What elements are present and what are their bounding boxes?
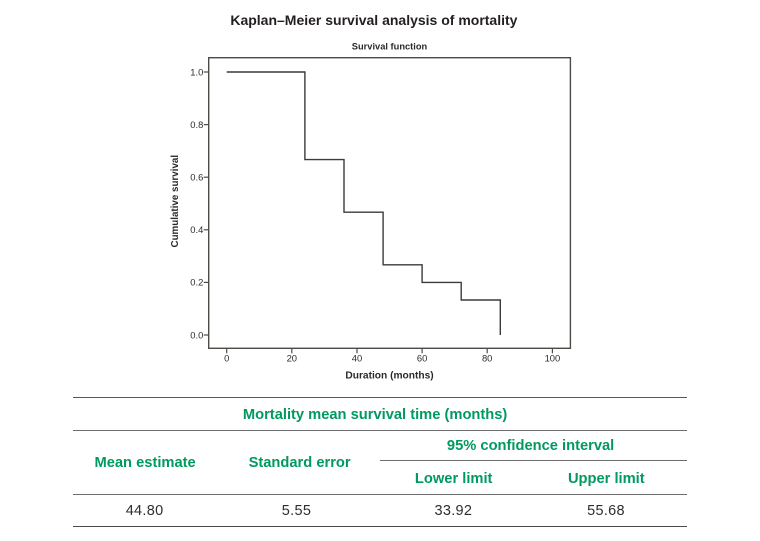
svg-text:0.6: 0.6 bbox=[190, 172, 203, 183]
svg-text:0: 0 bbox=[224, 353, 229, 364]
svg-text:60: 60 bbox=[417, 353, 427, 364]
svg-text:1.0: 1.0 bbox=[190, 66, 203, 77]
svg-text:0.4: 0.4 bbox=[190, 224, 203, 235]
svg-text:Survival function: Survival function bbox=[352, 42, 428, 52]
svg-text:20: 20 bbox=[287, 353, 297, 364]
svg-text:0.8: 0.8 bbox=[190, 119, 203, 130]
svg-text:Cumulative survival: Cumulative survival bbox=[170, 155, 181, 248]
svg-text:40: 40 bbox=[352, 353, 362, 364]
svg-text:Duration (months): Duration (months) bbox=[345, 370, 433, 381]
svg-text:0.2: 0.2 bbox=[190, 277, 203, 288]
svg-text:100: 100 bbox=[545, 353, 561, 364]
svg-text:80: 80 bbox=[482, 353, 492, 364]
svg-text:0.0: 0.0 bbox=[190, 329, 203, 340]
